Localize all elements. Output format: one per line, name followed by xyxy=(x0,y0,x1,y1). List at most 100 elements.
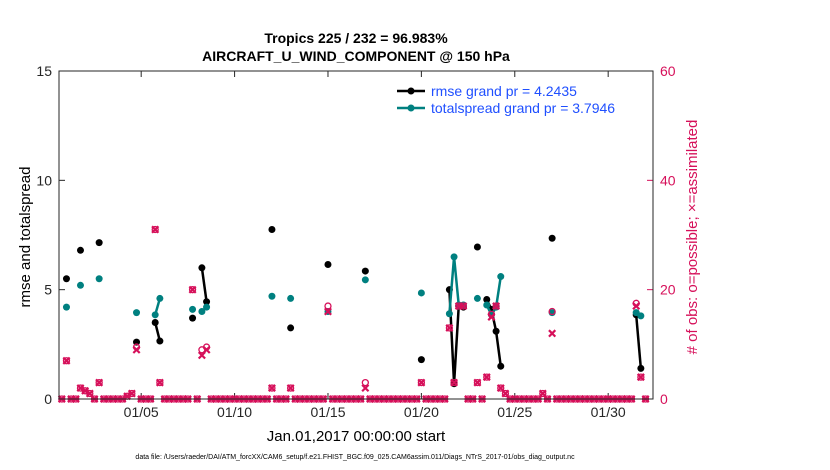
rmse-point xyxy=(268,226,276,234)
obs-assimilated-marker xyxy=(95,378,104,387)
chart-title-line2: AIRCRAFT_U_WIND_COMPONENT @ 150 hPa xyxy=(202,48,510,64)
rmse-point xyxy=(637,364,645,372)
totalspread-point xyxy=(287,294,295,302)
obs-assimilated-marker xyxy=(473,378,482,387)
y-right-tick-label: 0 xyxy=(660,391,668,407)
plot-frame xyxy=(58,70,654,400)
rmse-point xyxy=(483,296,491,304)
x-tick-label: 01/10 xyxy=(217,404,252,420)
obs-assimilated-marker xyxy=(482,373,491,382)
x-tick-label: 01/20 xyxy=(404,404,439,420)
rmse-point xyxy=(287,324,295,332)
rmse-point xyxy=(492,327,500,335)
obs-assimilated-marker xyxy=(155,378,164,387)
totalspread-point xyxy=(483,301,491,309)
obs-assimilated-marker xyxy=(459,302,468,311)
obs-assimilated-marker xyxy=(127,389,136,398)
obs-possible-marker xyxy=(548,307,556,316)
obs-assimilated-marker xyxy=(81,386,90,395)
y-right-tick-label: 40 xyxy=(660,172,676,188)
obs-assimilated-marker xyxy=(267,384,276,393)
y-left-tick-label: 10 xyxy=(36,172,52,188)
obs-possible-marker xyxy=(497,384,505,392)
obs-possible-marker xyxy=(501,389,510,398)
obs-assimilated-marker xyxy=(76,384,85,393)
rmse-point xyxy=(156,337,164,345)
totalspread-point xyxy=(156,294,164,302)
obs-possible-marker xyxy=(473,378,482,387)
obs-possible-marker xyxy=(445,324,454,332)
rmse-point xyxy=(324,261,332,269)
obs-assimilated-marker xyxy=(548,329,557,338)
obs-assimilated-marker xyxy=(417,378,426,387)
obs-assimilated-marker xyxy=(324,307,332,316)
obs-possible-marker xyxy=(417,378,426,387)
obs-possible-marker xyxy=(286,384,295,392)
obs-possible-marker xyxy=(156,378,164,387)
obs-possible-marker xyxy=(459,302,468,310)
y-axis-right: 0 20 40 60 xyxy=(647,63,676,407)
rmse-point xyxy=(62,275,70,283)
totalspread-point xyxy=(95,275,103,283)
x-tick-label: 01/25 xyxy=(497,404,532,420)
totalspread-point xyxy=(497,273,505,281)
obs-possible-marker xyxy=(268,384,276,392)
totalspread-point xyxy=(417,289,425,297)
totalspread-point xyxy=(361,276,369,284)
totalspread-point xyxy=(450,253,458,261)
totalspread-point xyxy=(151,311,159,319)
obs-assimilated-marker xyxy=(151,225,160,234)
totalspread-point xyxy=(473,294,481,302)
obs-assimilated-marker xyxy=(286,384,295,393)
totalspread-point xyxy=(189,305,197,313)
obs-assimilated-marker xyxy=(445,323,454,332)
totalspread-point xyxy=(133,309,141,317)
totalspread-point xyxy=(198,308,206,316)
rmse-line xyxy=(200,267,208,302)
rmse-point xyxy=(189,314,197,322)
y-right-tick-label: 20 xyxy=(660,282,676,298)
obs-possible-marker xyxy=(324,302,332,310)
obs-assimilated-marker xyxy=(188,285,197,294)
y-left-tick-label: 15 xyxy=(36,63,52,79)
obs-possible-marker xyxy=(62,357,71,365)
rmse-line xyxy=(634,314,643,369)
obs-possible-marker xyxy=(361,378,369,387)
legend-rmse-label: rmse grand pr = 4.2435 xyxy=(431,83,577,99)
obs-assimilated-marker xyxy=(632,302,641,311)
x-axis-label: Jan.01,2017 00:00:00 start xyxy=(267,428,446,445)
legend: rmse grand pr = 4.2435 totalspread grand… xyxy=(397,83,615,116)
rmse-point xyxy=(203,298,211,306)
rmse-point xyxy=(95,239,103,247)
obs-assimilated-marker xyxy=(132,345,141,354)
obs-possible-marker xyxy=(492,302,500,310)
x-tick-label: 01/15 xyxy=(310,404,345,420)
obs-assimilated-marker xyxy=(123,392,132,401)
totalspread-point xyxy=(203,303,211,311)
rmse-point xyxy=(473,243,481,251)
data-file-footer: data file: /Users/raeder/DAI/ATM_forcXX/… xyxy=(135,454,575,461)
obs-possible-marker xyxy=(450,378,458,387)
obs-assimilated-marker xyxy=(492,302,501,311)
obs-possible-marker xyxy=(188,286,197,294)
rmse-point xyxy=(497,362,505,370)
y-right-tick-label: 60 xyxy=(660,63,676,79)
totalspread-line xyxy=(485,276,502,318)
rmse-point xyxy=(361,267,369,275)
y-axis-right-label: # of obs: o=possible; ×=assimilated xyxy=(684,120,701,355)
obs-possible-marker xyxy=(539,389,547,398)
legend-spread-marker xyxy=(407,104,415,112)
rmse-point xyxy=(417,356,425,364)
rmse-point xyxy=(151,318,159,326)
totalspread-point xyxy=(62,303,70,311)
y-axis-left-label: rmse and totalspread xyxy=(17,167,34,308)
y-left-tick-label: 5 xyxy=(44,282,52,298)
obs-possible-marker xyxy=(455,302,463,310)
plot-area xyxy=(59,71,653,399)
legend-rmse-marker xyxy=(407,87,415,95)
obs-possible-marker xyxy=(637,373,645,381)
obs-assimilated-marker xyxy=(202,345,211,354)
x-tick-label: 01/30 xyxy=(591,404,626,420)
obs-possible-marker xyxy=(95,378,103,387)
